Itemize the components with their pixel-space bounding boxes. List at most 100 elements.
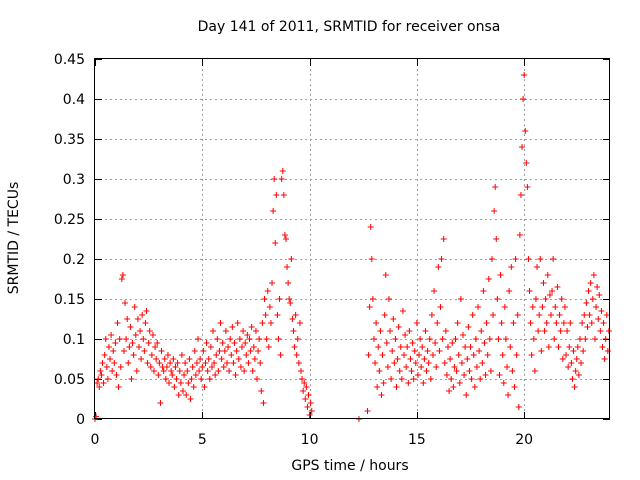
data-point bbox=[556, 312, 563, 318]
data-point bbox=[507, 344, 514, 350]
data-point bbox=[468, 376, 475, 382]
data-point bbox=[235, 356, 242, 362]
data-point bbox=[291, 344, 298, 350]
data-point bbox=[117, 364, 124, 370]
data-point bbox=[578, 360, 585, 366]
data-point bbox=[372, 360, 379, 366]
data-point bbox=[135, 344, 142, 350]
data-point bbox=[94, 380, 101, 386]
data-point bbox=[156, 360, 163, 366]
data-point bbox=[404, 344, 411, 350]
data-point bbox=[178, 352, 185, 358]
data-point bbox=[171, 384, 178, 390]
data-point bbox=[204, 368, 211, 374]
data-point bbox=[288, 256, 295, 262]
grid-lines bbox=[95, 59, 610, 419]
data-point bbox=[143, 308, 150, 314]
data-point bbox=[411, 348, 418, 354]
data-point bbox=[385, 296, 392, 302]
data-point bbox=[554, 284, 561, 290]
data-point bbox=[383, 340, 390, 346]
y-tick-label: 0.05 bbox=[54, 372, 85, 388]
data-point bbox=[448, 376, 455, 382]
data-point bbox=[601, 356, 608, 362]
data-point bbox=[470, 352, 477, 358]
data-point bbox=[421, 356, 428, 362]
data-point bbox=[499, 352, 506, 358]
data-point bbox=[603, 312, 610, 318]
data-point bbox=[241, 368, 248, 374]
data-point bbox=[574, 344, 581, 350]
y-tick-label: 0.1 bbox=[63, 332, 85, 348]
data-point bbox=[457, 296, 464, 302]
data-point bbox=[580, 348, 587, 354]
data-point bbox=[308, 408, 315, 414]
data-point bbox=[274, 312, 281, 318]
data-point bbox=[449, 340, 456, 346]
data-point bbox=[465, 324, 472, 330]
data-point bbox=[435, 264, 442, 270]
data-point bbox=[549, 288, 556, 294]
data-point bbox=[267, 320, 274, 326]
data-point bbox=[220, 364, 227, 370]
data-point bbox=[454, 320, 461, 326]
data-point bbox=[98, 372, 105, 378]
data-point bbox=[191, 348, 198, 354]
data-point bbox=[390, 316, 397, 322]
data-point bbox=[105, 344, 112, 350]
data-point bbox=[447, 356, 454, 362]
data-point bbox=[160, 368, 167, 374]
data-point bbox=[238, 344, 245, 350]
plot-frame bbox=[94, 58, 610, 419]
data-point bbox=[161, 356, 168, 362]
data-point bbox=[600, 320, 607, 326]
data-point bbox=[581, 312, 588, 318]
data-point bbox=[282, 236, 289, 242]
data-point bbox=[184, 368, 191, 374]
data-point bbox=[280, 192, 287, 198]
data-point bbox=[444, 344, 451, 350]
data-point bbox=[500, 380, 507, 386]
data-point bbox=[605, 328, 612, 334]
data-point bbox=[542, 296, 549, 302]
data-point bbox=[564, 328, 571, 334]
data-point bbox=[397, 344, 404, 350]
data-point bbox=[367, 224, 374, 230]
data-point bbox=[269, 280, 276, 286]
data-point bbox=[413, 320, 420, 326]
data-point bbox=[265, 344, 272, 350]
data-point bbox=[473, 364, 480, 370]
data-point bbox=[375, 344, 382, 350]
data-point bbox=[394, 356, 401, 362]
data-point bbox=[107, 356, 114, 362]
data-point bbox=[169, 372, 176, 378]
data-point bbox=[172, 364, 179, 370]
data-point bbox=[495, 336, 502, 342]
data-point bbox=[369, 296, 376, 302]
data-point bbox=[432, 340, 439, 346]
data-point bbox=[200, 348, 207, 354]
data-point bbox=[244, 332, 251, 338]
data-point bbox=[217, 320, 224, 326]
data-point bbox=[388, 376, 395, 382]
data-point bbox=[270, 208, 277, 214]
data-point bbox=[519, 144, 526, 150]
data-point bbox=[487, 368, 494, 374]
data-point bbox=[477, 376, 484, 382]
data-point bbox=[522, 128, 529, 134]
data-point bbox=[409, 340, 416, 346]
data-point bbox=[584, 324, 591, 330]
data-point bbox=[552, 304, 559, 310]
data-point bbox=[151, 368, 158, 374]
data-point bbox=[249, 368, 256, 374]
data-point bbox=[599, 344, 606, 350]
data-point bbox=[304, 404, 311, 410]
data-point bbox=[214, 336, 221, 342]
data-point bbox=[166, 380, 173, 386]
data-point bbox=[443, 372, 450, 378]
data-point bbox=[124, 316, 131, 322]
data-point bbox=[182, 360, 189, 366]
data-point bbox=[272, 240, 279, 246]
data-point bbox=[439, 336, 446, 342]
